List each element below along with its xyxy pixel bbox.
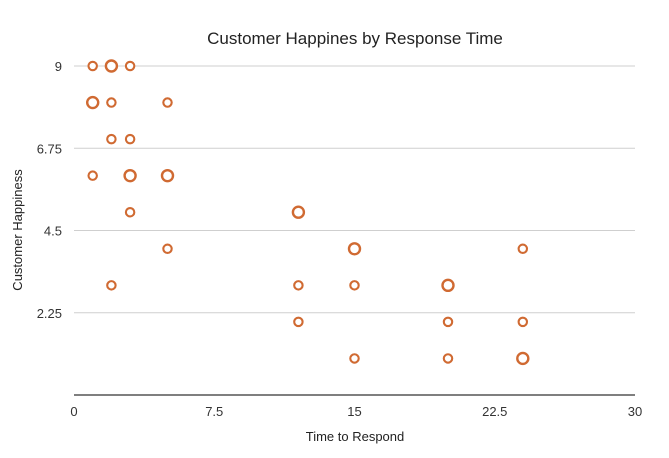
- y-tick-label: 9: [55, 59, 62, 74]
- x-tick-label: 7.5: [205, 404, 223, 419]
- gridlines: [74, 65, 635, 314]
- y-tick-label: 6.75: [37, 141, 62, 156]
- scatter-point: [517, 316, 529, 328]
- scatter-point: [293, 316, 304, 328]
- scatter-point: [124, 60, 136, 72]
- scatter-point: [160, 168, 175, 183]
- scatter-point: [517, 243, 529, 255]
- scatter-point: [441, 278, 455, 293]
- x-tick-labels: 0 7.5 15 22.5 30: [70, 404, 642, 419]
- scatter-point: [162, 243, 173, 255]
- x-tick-label: 22.5: [482, 404, 507, 419]
- scatter-point: [291, 205, 306, 219]
- x-tick-label: 15: [347, 404, 361, 419]
- scatter-point: [106, 280, 117, 291]
- y-tick-label: 4.5: [44, 224, 62, 239]
- scatter-point: [104, 59, 119, 73]
- scatter-point: [293, 280, 304, 291]
- scatter-point: [85, 95, 100, 110]
- scatter-point: [87, 60, 98, 72]
- scatter-point: [124, 206, 136, 218]
- scatter-point: [516, 351, 530, 366]
- scatter-point: [349, 353, 360, 364]
- chart-title: Customer Happines by Response Time: [207, 29, 503, 48]
- x-axis-title: Time to Respond: [306, 429, 405, 444]
- scatter-point: [123, 168, 137, 183]
- scatter-point: [106, 133, 117, 145]
- scatter-point: [349, 280, 360, 291]
- scatter-point: [106, 97, 117, 108]
- scatter-point: [442, 316, 454, 328]
- scatter-point: [347, 242, 362, 256]
- y-tick-labels: 2.25 4.5 6.75 9: [37, 59, 62, 321]
- y-tick-label: 2.25: [37, 306, 62, 321]
- x-tick-label: 0: [70, 404, 77, 419]
- scatter-points: [85, 59, 530, 366]
- scatter-point: [162, 97, 173, 108]
- scatter-point: [87, 170, 98, 181]
- x-tick-label: 30: [628, 404, 642, 419]
- y-axis-title: Customer Happiness: [10, 169, 25, 291]
- scatter-point: [124, 133, 136, 145]
- scatter-point: [442, 353, 454, 364]
